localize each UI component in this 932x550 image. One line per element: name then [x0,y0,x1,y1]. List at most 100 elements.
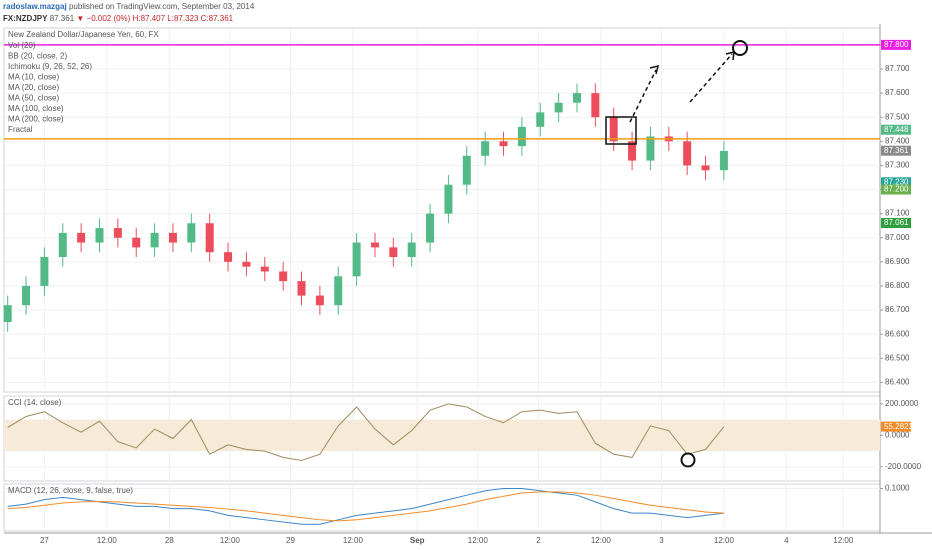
candle-body [389,247,398,258]
x-tick-label: 29 [286,536,295,545]
x-tick-label: 12:00 [343,536,364,545]
candle-body [462,155,471,185]
y-tick-label: 87.700 [885,64,910,73]
last: 87.361 [50,14,75,23]
price-label: 87.061 [884,218,909,227]
y-tick-label: 86.500 [885,353,910,362]
candle-body [3,305,12,323]
y-tick-label: 86.800 [885,281,910,290]
y-tick-label: 87.500 [885,112,910,121]
price-label: 87.361 [884,146,909,155]
symbol: FX:NZDJPY [3,14,48,23]
candle-body [719,150,728,171]
candle-body [517,126,526,147]
change: ▼ −0.002 (0%) [76,14,130,23]
published: published on TradingView.com, September … [69,2,255,11]
last-value-label: 55.2821 [884,422,913,431]
y-tick-label: 87.000 [885,233,910,242]
y-tick-label: 86.700 [885,305,910,314]
candle-body [683,141,692,166]
price-label: 87.200 [884,185,909,194]
candle-body [242,261,251,267]
x-tick-label: 12:00 [714,536,735,545]
y-tick-label: 0.0000 [885,430,910,439]
price-label: 87.800 [884,40,909,49]
y-tick-label: 200.0000 [885,399,919,408]
candle-body [426,213,435,243]
legend-item: MA (100, close) [8,104,64,113]
y-tick-label: 0.1000 [885,484,910,493]
quote-line: FX:NZDJPY 87.361 ▼ −0.002 (0%) H:87.407 … [3,14,234,23]
x-tick-label: 12:00 [591,536,612,545]
candle-body [224,252,233,262]
arrow-head [649,64,660,75]
x-tick-label: 27 [40,536,49,545]
x-tick-label: 12:00 [833,536,854,545]
legend-item: Ichimoku (9, 26, 52, 26) [8,62,92,71]
candle-body [205,223,214,253]
legend-item: Vol (20) [8,41,36,50]
candle-body [536,112,545,127]
candle-body [113,228,122,238]
y-tick-label: 87.100 [885,209,910,218]
author[interactable]: radoslaw.mazgaj [3,2,67,11]
x-tick-label: 12:00 [97,536,118,545]
line-series [7,403,725,462]
x-tick-label: 28 [165,536,174,545]
candle-body [701,165,710,171]
price-label-bg [881,177,911,188]
annotation-arrow [689,53,733,103]
x-tick-label: 4 [784,536,789,545]
last-value-bg [881,421,911,432]
header-line: radoslaw.mazgaj published on TradingView… [3,2,255,11]
candle-body [168,232,177,243]
line-series [7,491,724,522]
legend-item: MA (20, close) [8,83,59,92]
y-tick-label: 86.900 [885,257,910,266]
candle-body [297,281,306,296]
candle-body [187,223,196,243]
candle-body [609,117,618,142]
price-label-bg [881,39,911,50]
candle-body [572,93,581,103]
pane-title: New Zealand Dollar/Japanese Yen, 60, FX [8,30,159,39]
price-label-bg [881,124,911,135]
annotation-circle [732,40,748,56]
candle-body [444,184,453,214]
y-tick-label: 86.600 [885,329,910,338]
candle-body [260,266,269,272]
price-label: 87.448 [884,125,909,134]
candle-body [646,136,655,161]
pane-title: CCI (14, close) [8,398,62,407]
candle-body [77,232,86,243]
x-tick-label: 3 [659,536,664,545]
annotation-arrow [629,69,657,123]
candle-body [370,242,379,248]
candle-body [554,102,563,113]
y-tick-label: 87.600 [885,88,910,97]
low: L:87.323 [167,14,199,23]
price-label-bg [881,218,911,229]
candle-body [499,141,508,147]
legend-item: Fractal [8,125,33,134]
candle-body [481,141,490,156]
candle-body [334,276,343,306]
candle-body [591,93,600,118]
candle-body [628,141,637,161]
x-tick-label: Sep [410,536,425,545]
price-label: 87.230 [884,177,909,186]
annotation-box [605,116,637,145]
candle-body [352,242,361,277]
y-tick-label: 86.400 [885,377,910,386]
y-tick-label: 87.400 [885,136,910,145]
plot-layer: 27 12:00 28 12:00 29 12:00 Sep 12:00 2 12:00 3 12:0… [3,24,932,545]
pane-title: MACD (12, 26, close, 9, false, true) [8,486,133,495]
legend-item: MA (50, close) [8,94,59,103]
x-tick-label: 12:00 [220,536,241,545]
close: C:87.361 [201,14,234,23]
legend-item: BB (20, close, 2) [8,52,67,61]
band [4,419,880,452]
legend-item: MA (200, close) [8,115,64,124]
